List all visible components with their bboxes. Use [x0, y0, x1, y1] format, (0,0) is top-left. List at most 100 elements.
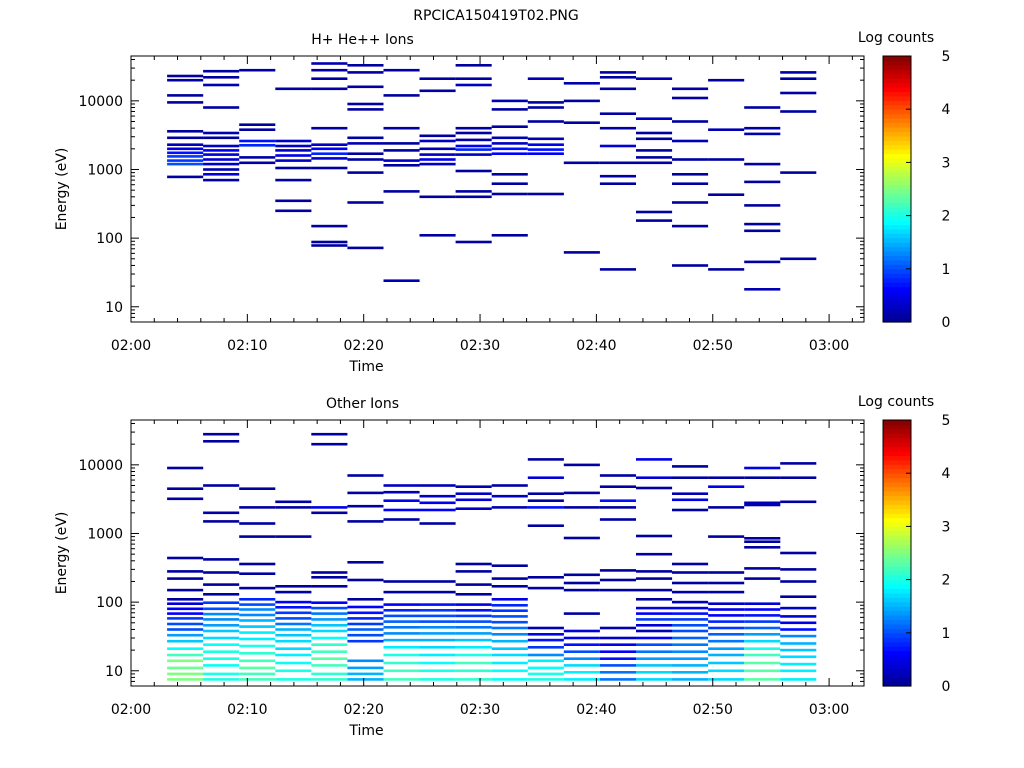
heatmap-cell [275, 661, 312, 665]
heatmap-cell [780, 669, 817, 673]
x-tick-label: 02:10 [227, 702, 267, 718]
colorbar-segment [883, 628, 911, 634]
heatmap-cell [599, 664, 636, 667]
heatmap-cell [203, 83, 240, 87]
x-tick-label: 02:00 [111, 702, 151, 718]
colorbar-segment [883, 646, 911, 652]
heatmap-cell [383, 646, 420, 649]
heatmap-cell [527, 524, 564, 527]
heatmap-cell [311, 152, 348, 155]
heatmap-cell [167, 151, 204, 155]
colorbar-segment [883, 180, 911, 186]
colorbar-segment [883, 162, 911, 168]
heatmap-cell [383, 149, 420, 152]
heatmap-cell [275, 600, 312, 604]
colorbar-segment [883, 584, 911, 589]
heatmap-cell [708, 602, 745, 605]
heatmap-cell [455, 77, 492, 80]
heatmap-cell [347, 102, 384, 106]
heatmap-cell [672, 173, 709, 176]
heatmap-cell [347, 605, 384, 609]
heatmap-cell [419, 153, 456, 156]
heatmap-cell [744, 204, 781, 207]
heatmap-cell [311, 224, 348, 228]
heatmap-cell [636, 458, 673, 461]
x-tick-label: 02:10 [227, 338, 267, 354]
heatmap-cell [167, 598, 204, 601]
heatmap-cell [203, 601, 240, 604]
heatmap-cell [383, 159, 420, 162]
heatmap-cell [744, 126, 781, 130]
heatmap-cell [383, 518, 420, 521]
colorbar-segment [883, 495, 911, 501]
heatmap-cell [672, 664, 709, 667]
heatmap-cell [599, 657, 636, 660]
heatmap-cell [708, 678, 745, 681]
heatmap-cell [672, 264, 709, 267]
heatmap-cell [563, 629, 600, 633]
plot-area [131, 56, 864, 322]
colorbar-segment [883, 530, 911, 536]
heatmap-cell [491, 585, 528, 588]
colorbar-segment [883, 623, 911, 629]
heatmap-cell [239, 652, 276, 655]
heatmap-cell [672, 158, 709, 161]
y-axis-label: Energy (eV) [54, 148, 70, 231]
colorbar-segment [883, 522, 911, 527]
heatmap-cell [455, 64, 492, 67]
heatmap-cell [636, 552, 673, 556]
heatmap-cell [347, 491, 384, 495]
heatmap-cell [708, 669, 745, 673]
heatmap-cell [311, 87, 348, 91]
heatmap-cell [311, 664, 348, 667]
colorbar-segment [883, 215, 911, 221]
colorbar-segment [883, 259, 911, 265]
heatmap-cell [672, 657, 709, 660]
heatmap-cell [311, 77, 348, 80]
heatmap-cell [744, 503, 781, 507]
heatmap-cell [311, 432, 348, 436]
heatmap-cell [275, 199, 312, 203]
x-tick-label: 02:20 [344, 338, 384, 354]
colorbar-segment [883, 619, 911, 625]
colorbar-segment [883, 308, 911, 314]
heatmap-cell [275, 159, 312, 162]
heatmap-cell [780, 580, 817, 583]
heatmap-cell [419, 632, 456, 635]
heatmap-cell [455, 638, 492, 642]
panel-2: Other Ions 02:00 02:10 02:20 02:30 02:40 02:50… [54, 394, 951, 739]
heatmap-cell [347, 71, 384, 74]
heatmap-cell [167, 130, 204, 133]
colorbar-frame [882, 419, 912, 687]
colorbar-segment [883, 437, 911, 443]
colorbar-segment [883, 592, 911, 598]
heatmap-cell [455, 144, 492, 148]
heatmap-cell [455, 609, 492, 612]
x-axis-label: Time [348, 723, 383, 739]
heatmap-cell [419, 609, 456, 612]
heatmap-cell [672, 96, 709, 100]
heatmap-cell [527, 476, 564, 479]
heatmap-cell [744, 639, 781, 643]
colorbar-segment [883, 87, 911, 92]
heatmap-cell [708, 633, 745, 636]
heatmap-cell [455, 614, 492, 618]
colorbar-segment [883, 78, 911, 84]
colorbar-segment [883, 140, 911, 146]
heatmap-cell [744, 537, 781, 540]
colorbar-segment [883, 171, 911, 177]
heatmap-cell [167, 136, 204, 140]
heatmap-cell [455, 583, 492, 586]
colorbar-tick-label: 4 [942, 466, 951, 482]
heatmap-cell [383, 499, 420, 502]
heatmap-cell [239, 672, 276, 676]
heatmap-cell [744, 132, 781, 136]
heatmap-cell [599, 87, 636, 91]
heatmap-cell [311, 678, 348, 681]
heatmap-cell [239, 619, 276, 622]
heatmap-cell [311, 606, 348, 610]
heatmap-cell [455, 126, 492, 130]
colorbar-tick-label: 0 [942, 679, 951, 695]
heatmap-cell [672, 492, 709, 495]
heatmap-cell [419, 590, 456, 594]
